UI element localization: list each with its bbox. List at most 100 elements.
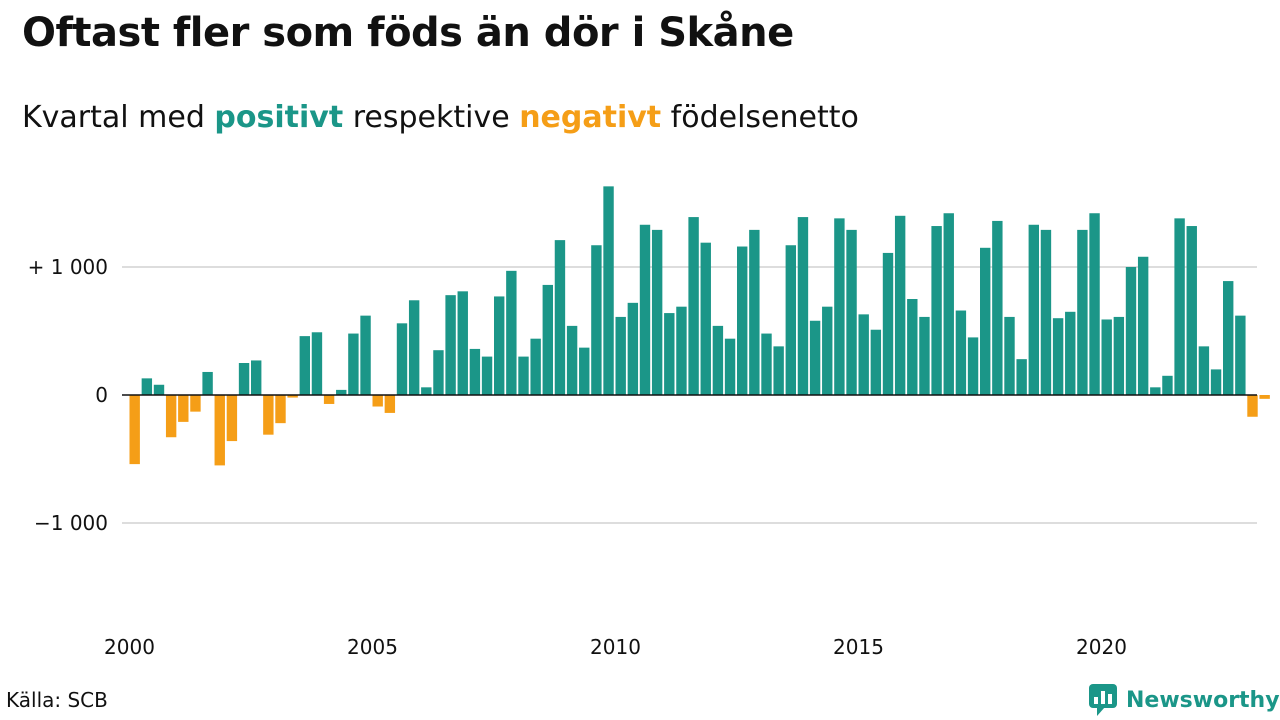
bar [639,224,651,395]
x-tick-label: 2000 [104,635,155,659]
bar [1028,224,1039,395]
bar [870,329,882,395]
bar [481,356,493,395]
bar [336,389,347,395]
bar [1004,316,1015,395]
bar [1137,256,1149,395]
bar [603,186,614,395]
bar [1235,315,1246,395]
bar [1113,316,1125,395]
x-tick-label: 2020 [1076,635,1127,659]
x-tick-label: 2015 [833,635,884,659]
bar [506,270,517,395]
bar [700,242,711,395]
x-tick-label: 2010 [590,635,641,659]
bar [931,226,942,395]
bar [651,229,663,395]
subtitle-prefix: Kvartal med [22,100,215,135]
bar [129,395,140,465]
bar [822,306,833,395]
bar [311,332,323,395]
bar [1210,369,1222,395]
bar [907,299,918,395]
subtitle-middle: respektive [343,100,520,135]
bar [1174,218,1185,395]
bar [554,240,566,395]
bar [433,350,444,395]
bar [457,291,468,395]
bar-chart-bubble-icon [1089,684,1117,716]
bar [809,320,821,395]
bar [190,395,201,412]
bar [1016,359,1027,395]
bar [579,347,590,395]
subtitle-negative-word: negativt [519,100,662,135]
bar [518,356,529,395]
bar [712,325,724,395]
bar [226,395,238,442]
y-tick-label: 0 [95,383,108,407]
bar [372,395,383,407]
bar [943,213,954,395]
bar [894,215,906,395]
chart-title: Oftast fler som föds än dör i Skåne [22,10,794,56]
bar [408,300,420,395]
bar [165,395,177,438]
bar [141,378,153,395]
bar [1198,346,1210,395]
bar [1125,267,1137,395]
bar [542,284,553,395]
bars [129,186,1270,466]
bar [1186,226,1197,395]
bar [749,229,760,395]
bar [396,323,408,395]
bar [688,217,699,395]
bar [1162,375,1173,395]
bar [1101,319,1112,395]
bar [1065,311,1076,395]
bar [287,395,298,398]
bar [615,316,626,395]
bar [469,348,481,395]
bar [955,310,967,395]
bar [737,246,748,395]
bar [882,252,894,395]
bar [785,245,796,395]
subtitle-positive-word: positivt [214,100,344,135]
bar [1247,395,1258,417]
bar [919,316,930,395]
bar [992,220,1003,395]
source-note: Källa: SCB [6,688,108,712]
bar [846,229,857,395]
bar [1089,213,1100,395]
subtitle-suffix: födelsenetto [661,100,859,135]
bar [421,387,432,395]
bar [797,217,809,395]
y-tick-label: −1 000 [34,511,108,535]
bar [1052,318,1064,395]
bar [263,395,274,435]
bar [214,395,225,466]
bar [238,363,250,395]
bar [251,360,262,395]
x-axis-tick-labels: 2000 2005 2010 2015 2020 [104,635,1127,659]
bar [1150,387,1161,395]
bar [153,384,165,395]
chart-subtitle: Kvartal med positivt respektive negativt… [22,100,859,135]
bar [494,296,505,395]
bar [202,371,213,395]
y-tick-label: + 1 000 [28,255,108,279]
bar [724,338,736,395]
bar [834,218,845,395]
bar [178,395,189,422]
bar [1040,229,1052,395]
bar [445,295,456,395]
brand-logo: Newsworthy [1088,683,1280,717]
bar [967,337,979,395]
bar [980,247,991,395]
bar [530,338,541,395]
bar [275,395,286,424]
bar [348,333,359,395]
y-axis-tick-labels: + 1 000 0 −1 000 [28,255,108,535]
